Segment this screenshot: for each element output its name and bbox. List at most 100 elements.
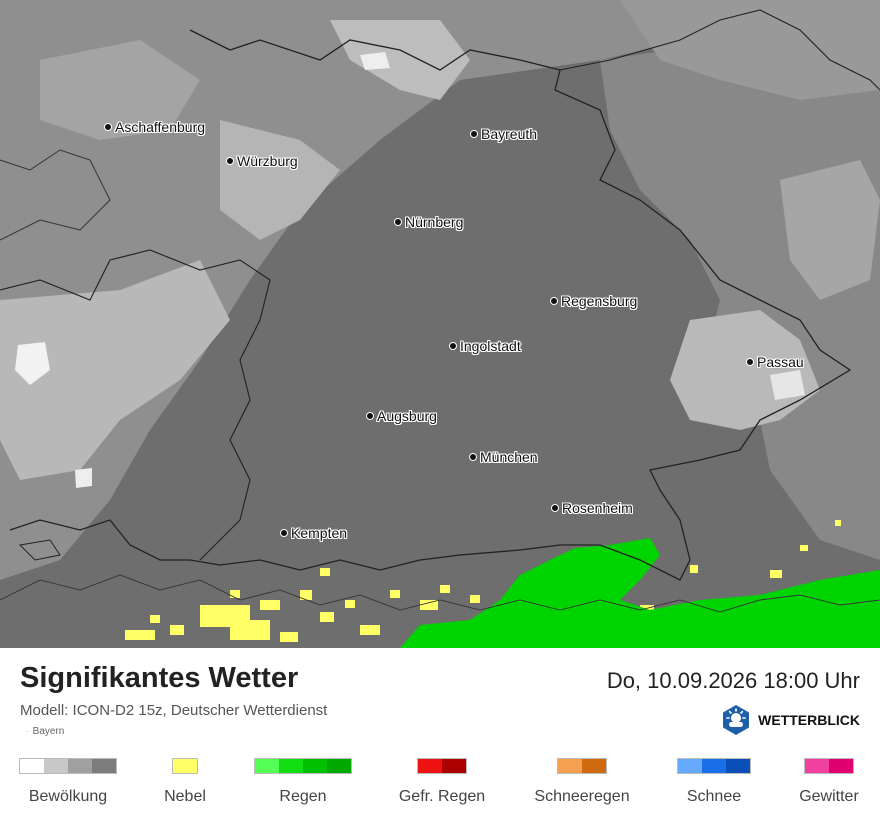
swatch (279, 759, 303, 773)
city-bayreuth: Bayreuth (470, 126, 537, 142)
model-subtitle: Modell: ICON-D2 15z, Deutscher Wetterdie… (20, 702, 328, 719)
country-border-south (0, 574, 880, 613)
swatch (44, 759, 68, 773)
lake-outline (18, 539, 61, 561)
legend-label: Gewitter (799, 788, 859, 805)
cloud-light-passau (670, 310, 820, 430)
inner-border (0, 249, 271, 561)
swatch (805, 759, 829, 773)
city-rosenheim: Rosenheim (551, 500, 633, 516)
region-indicator: · Bayern (26, 726, 64, 737)
swatch (327, 759, 351, 773)
rain-area (400, 538, 880, 648)
city-label: Kempten (291, 525, 348, 541)
legend-label: Schneeregen (534, 788, 630, 805)
cloud-light-ne (780, 160, 880, 300)
city-dot (366, 412, 374, 420)
city-label: Würzburg (237, 153, 298, 169)
swatch (582, 759, 606, 773)
city-label: Rosenheim (562, 500, 633, 516)
map-title: Signifikantes Wetter (20, 662, 299, 694)
city-regensburg: Regensburg (550, 293, 637, 309)
city-ingolstadt: Ingolstadt (449, 338, 521, 354)
legend-swatches (677, 758, 751, 774)
legend-bewoelkung: Bewölkung (19, 758, 117, 806)
legend-label: Regen (279, 788, 327, 805)
legend-swatches (417, 758, 467, 774)
swatch (68, 759, 92, 773)
legend-label: Nebel (164, 788, 206, 805)
legend-schnee: Schnee (677, 758, 751, 806)
weather-map: Aschaffenburg Würzburg Bayreuth Nürnberg… (0, 0, 880, 648)
forecast-datetime: Do, 10.09.2026 18:00 Uhr (606, 668, 860, 693)
cloud-white-4 (770, 370, 805, 400)
city-label: Aschaffenburg (115, 119, 206, 135)
city-dot (746, 358, 754, 366)
city-nuernberg: Nürnberg (394, 214, 463, 230)
district-border (0, 149, 111, 241)
city-label: Regensburg (561, 293, 638, 309)
cloud-white-3 (75, 468, 92, 488)
city-dot (226, 157, 234, 165)
city-label: München (480, 449, 538, 465)
brand-logo: WETTERBLICK (720, 704, 860, 736)
legend-label: Bewölkung (28, 788, 108, 805)
swatch (702, 759, 726, 773)
city-dot (394, 218, 402, 226)
sun-cloud-icon (723, 705, 750, 735)
state-border (9, 29, 852, 581)
cloud-light-band (220, 120, 340, 240)
cloud-medium-north (620, 0, 880, 100)
legend-gefr-regen: Gefr. Regen (398, 758, 486, 806)
cloud-light-nw (40, 40, 200, 140)
city-label: Passau (757, 354, 804, 370)
legend-swatches (172, 758, 198, 774)
legend-nebel: Nebel (160, 758, 210, 806)
city-dot (551, 504, 559, 512)
legend-gewitter: Gewitter (798, 758, 860, 806)
city-label: Ingolstadt (460, 338, 521, 354)
country-border-east (559, 9, 880, 91)
legend-swatches (19, 758, 117, 774)
swatch (92, 759, 116, 773)
region-label: Bayern (32, 726, 65, 737)
city-dot (470, 130, 478, 138)
legend-swatches (557, 758, 607, 774)
city-label: Bayreuth (481, 126, 538, 142)
city-dot (550, 297, 558, 305)
swatch (418, 759, 442, 773)
legend-schneeregen: Schneeregen (534, 758, 630, 806)
legend-swatches (254, 758, 352, 774)
cloud-light-north (330, 20, 470, 100)
swatch (20, 759, 44, 773)
cloud-medium-west (0, 0, 740, 580)
city-aschaffenburg: Aschaffenburg (104, 119, 205, 135)
cloud-white-2 (360, 52, 390, 70)
bullet-icon: · (26, 727, 29, 736)
city-muenchen: München (469, 449, 538, 465)
city-dot (469, 453, 477, 461)
swatch (558, 759, 582, 773)
swatch (678, 759, 702, 773)
legend-label: Gefr. Regen (398, 788, 486, 805)
city-augsburg: Augsburg (366, 408, 437, 424)
city-dot (104, 123, 112, 131)
map-layers (0, 0, 880, 648)
swatch (173, 759, 197, 773)
swatch (829, 759, 853, 773)
swatch (303, 759, 327, 773)
legend-swatches (804, 758, 854, 774)
swatch (726, 759, 750, 773)
cloud-white-1 (15, 342, 50, 385)
city-kempten: Kempten (280, 525, 347, 541)
brand-name: WETTERBLICK (758, 712, 860, 728)
city-wuerzburg: Würzburg (226, 153, 298, 169)
map-footer: Signifikantes Wetter Do, 10.09.2026 18:0… (0, 648, 880, 830)
city-label: Nürnberg (405, 214, 464, 230)
city-passau: Passau (746, 354, 804, 370)
swatch (255, 759, 279, 773)
city-dot (280, 529, 288, 537)
city-label: Augsburg (377, 408, 437, 424)
swatch (442, 759, 466, 773)
legend-regen: Regen (254, 758, 352, 806)
